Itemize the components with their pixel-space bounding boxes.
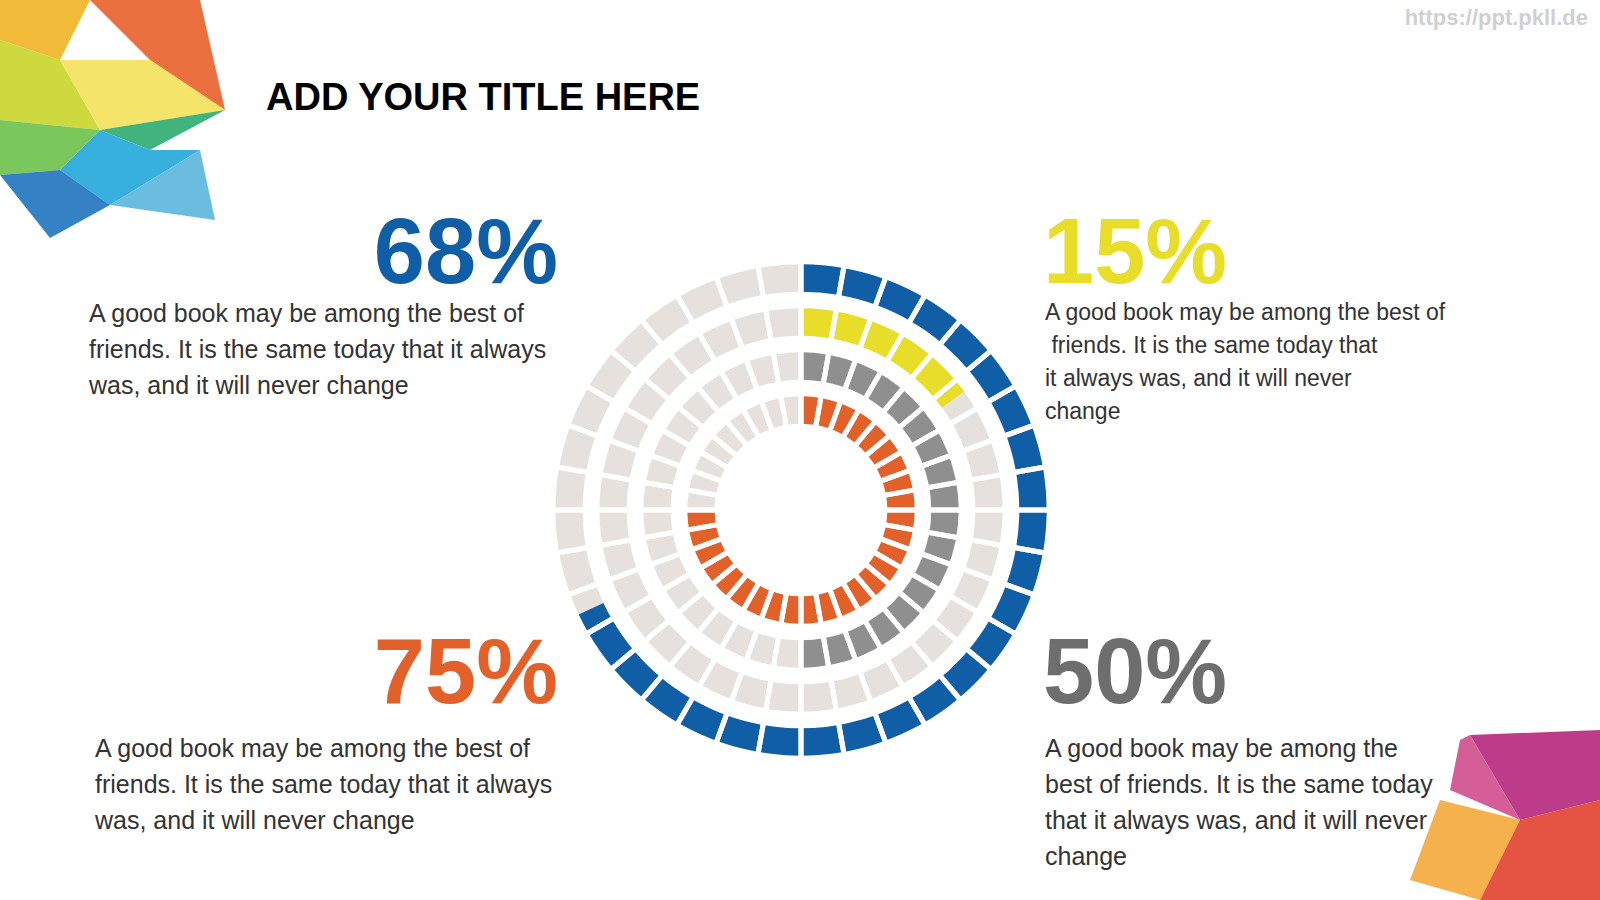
svg-text:change: change (1045, 398, 1120, 424)
svg-text:15%: 15% (1043, 200, 1227, 302)
svg-text:A good book may be among the: A good book may be among the (1045, 734, 1405, 762)
svg-text:75%: 75% (374, 620, 558, 722)
svg-text:https://ppt.pkll.de: https://ppt.pkll.de (1405, 5, 1588, 30)
svg-text:50%: 50% (1043, 620, 1227, 722)
svg-text:A good book may be among the b: A good book may be among the best of (89, 299, 531, 327)
svg-text:friends. It is the same today: friends. It is the same today that it al… (89, 335, 553, 363)
svg-text:change: change (1045, 842, 1127, 870)
svg-text:friends. It is the same today: friends. It is the same today that (1045, 332, 1384, 358)
svg-text:was, and it will never change: was, and it will never change (88, 371, 409, 399)
svg-text:friends. It is the same today: friends. It is the same today that it al… (95, 770, 559, 798)
svg-text:ADD YOUR TITLE HERE: ADD YOUR TITLE HERE (266, 76, 700, 118)
svg-text:best of friends. It is the sam: best of friends. It is the same today (1045, 770, 1440, 798)
svg-text:it always was, and it will nev: it always was, and it will never (1045, 365, 1358, 391)
svg-text:A good book may be among the b: A good book may be among the best of (95, 734, 537, 762)
svg-text:68%: 68% (374, 200, 558, 302)
svg-text:that it always was, and it wil: that it always was, and it will never (1045, 806, 1434, 834)
svg-text:was, and it will never change: was, and it will never change (94, 806, 415, 834)
svg-text:A good book may be among the b: A good book may be among the best of (1045, 299, 1446, 325)
